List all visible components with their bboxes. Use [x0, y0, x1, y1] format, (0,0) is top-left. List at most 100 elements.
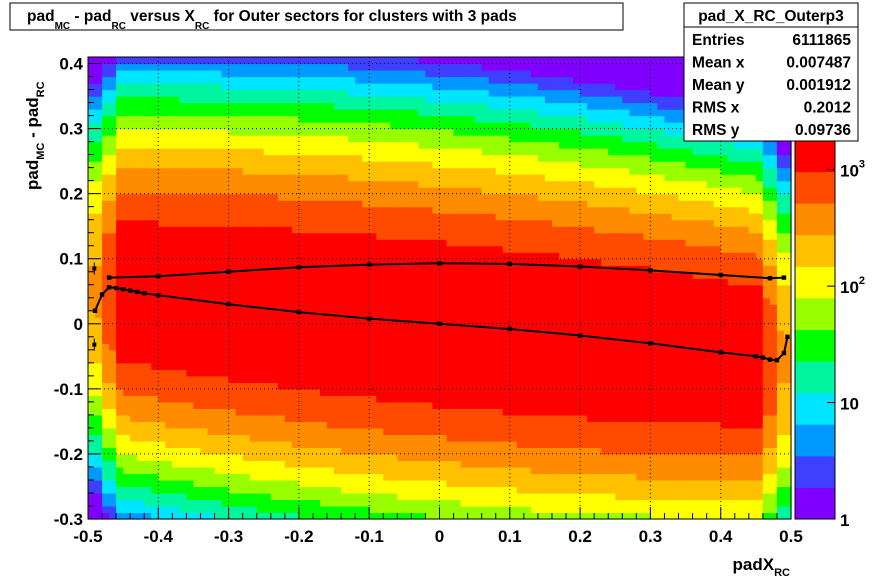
heatmap-cell — [193, 226, 202, 234]
heatmap-cell — [327, 57, 335, 65]
heatmap-cell — [488, 440, 497, 449]
heatmap-cell — [95, 141, 103, 149]
heatmap-cell — [559, 232, 567, 240]
heatmap-cell — [193, 76, 202, 84]
heatmap-cell — [277, 323, 286, 331]
heatmap-cell — [425, 122, 434, 130]
heatmap-cell — [495, 206, 504, 214]
heatmap-cell — [502, 297, 511, 305]
heatmap-cell — [376, 505, 384, 514]
heatmap-cell — [102, 369, 110, 377]
heatmap-cell — [88, 369, 96, 377]
heatmap-cell — [467, 213, 476, 221]
heatmap-cell — [355, 193, 363, 201]
heatmap-cell — [467, 245, 476, 253]
heatmap-cell — [214, 362, 223, 370]
heatmap-cell — [559, 505, 567, 514]
heatmap-cell — [397, 70, 405, 78]
heatmap-cell — [277, 421, 286, 429]
heatmap-cell — [263, 76, 272, 84]
heatmap-cell — [200, 226, 209, 234]
heatmap-cell — [467, 310, 476, 318]
heatmap-cell — [362, 239, 370, 247]
heatmap-cell — [460, 232, 469, 240]
heatmap-cell — [432, 473, 441, 481]
heatmap-cell — [193, 102, 202, 110]
heatmap-cell — [530, 206, 539, 214]
heatmap-cell — [566, 70, 574, 78]
heatmap-cell — [277, 375, 286, 383]
heatmap-cell — [298, 440, 307, 449]
heatmap-cell — [151, 63, 159, 71]
heatmap-cell — [172, 512, 180, 520]
heatmap-cell — [341, 76, 349, 84]
heatmap-cell — [383, 447, 391, 455]
heatmap-cell — [516, 460, 525, 468]
heatmap-cell — [559, 466, 567, 475]
heatmap-cell — [186, 265, 195, 273]
heatmap-cell — [123, 180, 131, 188]
heatmap-cell — [116, 401, 124, 409]
heatmap-cell — [249, 323, 258, 331]
heatmap-cell — [573, 401, 581, 409]
heatmap-cell — [312, 213, 321, 221]
heatmap-cell — [200, 401, 209, 409]
heatmap-cell — [277, 460, 286, 468]
heatmap-cell — [439, 174, 448, 182]
heatmap-cell — [102, 349, 110, 357]
heatmap-cell — [284, 154, 293, 162]
heatmap-cell — [537, 323, 546, 331]
heatmap-cell — [404, 128, 412, 136]
heatmap-cell — [263, 63, 272, 71]
heatmap-cell — [488, 479, 497, 488]
heatmap-cell — [221, 375, 230, 383]
heatmap-cell — [404, 141, 412, 149]
heatmap-cell — [270, 297, 279, 305]
heatmap-cell — [488, 76, 497, 84]
heatmap-cell — [439, 375, 448, 383]
heatmap-cell — [551, 265, 560, 273]
heatmap-cell — [130, 167, 138, 175]
heatmap-cell — [516, 343, 525, 351]
heatmap-cell — [404, 362, 412, 370]
heatmap-cell — [95, 258, 103, 266]
heatmap-cell — [397, 232, 405, 240]
heatmap-cell — [530, 492, 539, 501]
heatmap-cell — [165, 161, 173, 169]
heatmap-cell — [502, 89, 511, 97]
heatmap-cell — [453, 304, 462, 312]
heatmap-cell — [327, 408, 335, 416]
heatmap-cell — [502, 492, 511, 501]
heatmap-cell — [151, 499, 159, 507]
heatmap-cell — [502, 427, 511, 436]
heatmap-cell — [144, 310, 152, 318]
heatmap-cell — [474, 349, 483, 357]
heatmap-cell — [327, 343, 335, 351]
heatmap-cell — [200, 336, 209, 344]
heatmap-cell — [249, 284, 258, 292]
heatmap-cell — [249, 271, 258, 279]
heatmap-cell — [186, 96, 195, 104]
heatmap-cell — [383, 278, 391, 286]
heatmap-cell — [327, 284, 335, 292]
heatmap-cell — [186, 128, 195, 136]
heatmap-cell — [481, 96, 490, 104]
heatmap-cell — [130, 395, 138, 403]
heatmap-cell — [158, 466, 166, 475]
heatmap-cell — [235, 349, 244, 357]
heatmap-cell — [383, 213, 391, 221]
heatmap-cell — [446, 187, 455, 195]
heatmap-cell — [397, 479, 405, 488]
heatmap-cell — [495, 310, 504, 318]
heatmap-cell — [95, 154, 103, 162]
heatmap-cell — [369, 330, 377, 338]
heatmap-cell — [474, 161, 483, 169]
heatmap-cell — [369, 473, 377, 481]
heatmap-cell — [165, 284, 173, 292]
heatmap-cell — [397, 369, 405, 377]
heatmap-cell — [165, 291, 173, 299]
heatmap-cell — [516, 369, 525, 377]
heatmap-cell — [249, 219, 258, 227]
heatmap-cell — [186, 226, 195, 234]
